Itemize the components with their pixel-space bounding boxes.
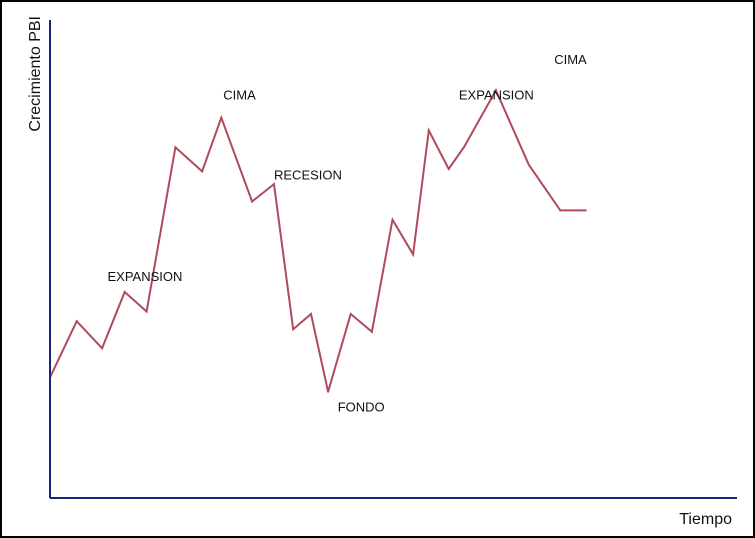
annotation-cima-1: CIMA xyxy=(223,88,256,103)
annotation-expansion-4: EXPANSION xyxy=(459,88,534,103)
data-point xyxy=(75,320,78,323)
data-point xyxy=(292,328,295,331)
y-axis-label: Crecimiento PBI xyxy=(27,16,44,132)
annotation-layer: EXPANSION CIMA RECESION FONDO EXPANSION CIMA xyxy=(108,52,588,414)
data-point xyxy=(391,218,394,221)
annotation-fondo-3: FONDO xyxy=(338,399,385,414)
data-point xyxy=(463,145,466,148)
annotation-expansion-0: EXPANSION xyxy=(108,269,183,284)
annotation-recesion-2: RECESION xyxy=(274,168,342,183)
data-point xyxy=(349,313,352,315)
plot-layer xyxy=(49,87,587,393)
data-point xyxy=(174,146,177,149)
data-point xyxy=(427,129,430,132)
data-point xyxy=(273,183,275,186)
data-point xyxy=(201,170,204,173)
data-point xyxy=(123,291,126,293)
data-point xyxy=(101,347,104,350)
x-axis-label: Tiempo xyxy=(679,511,732,528)
data-point xyxy=(370,330,373,333)
data-point xyxy=(447,167,450,170)
data-point xyxy=(584,209,587,212)
data-point xyxy=(310,313,312,315)
data-point xyxy=(145,310,148,313)
data-point xyxy=(559,209,562,212)
series-line-0 xyxy=(49,87,586,393)
data-point xyxy=(494,89,497,92)
data-point xyxy=(412,253,415,256)
data-point xyxy=(220,116,223,119)
annotation-cima-5: CIMA xyxy=(554,52,587,67)
data-point xyxy=(527,163,530,166)
data-point xyxy=(251,200,254,203)
data-point xyxy=(327,390,330,393)
